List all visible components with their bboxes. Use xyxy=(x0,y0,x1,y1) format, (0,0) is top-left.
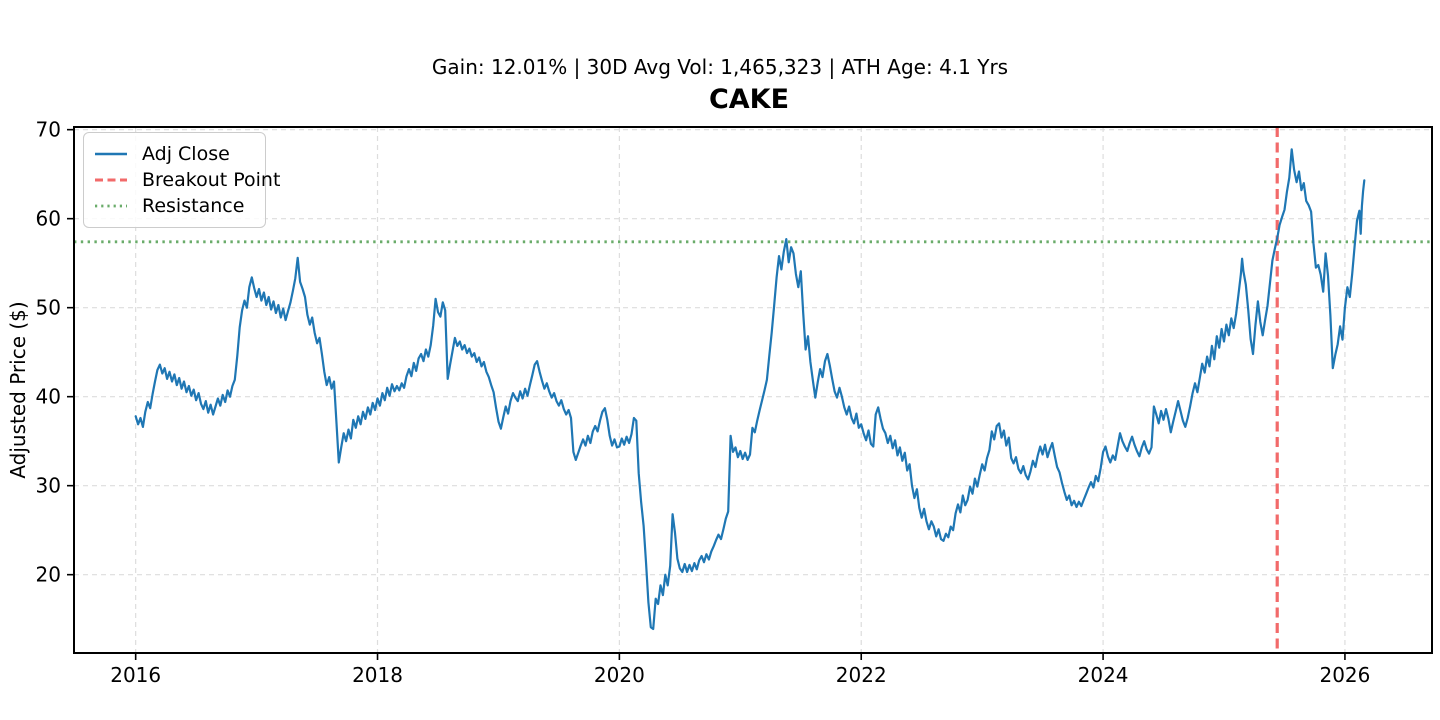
x-tick-label: 2020 xyxy=(594,663,645,687)
chart-subtitle: Gain: 12.01% | 30D Avg Vol: 1,465,323 | … xyxy=(431,55,1009,79)
legend-label-resistance: Resistance xyxy=(142,195,245,217)
x-tick-label: 2022 xyxy=(836,663,887,687)
x-tick-label: 2016 xyxy=(110,663,161,687)
legend-item-breakout: Breakout Point xyxy=(94,167,280,193)
y-tick-label: 50 xyxy=(36,296,61,320)
chart-title: CAKE xyxy=(708,84,790,115)
x-tick-label: 2026 xyxy=(1319,663,1370,687)
y-axis-label: Adjusted Price ($) xyxy=(6,301,30,478)
y-tick-label: 20 xyxy=(36,563,61,587)
adj-close-line-icon xyxy=(95,152,127,156)
y-tick-label: 30 xyxy=(36,474,61,498)
y-tick-label: 40 xyxy=(36,385,61,409)
legend-item-resistance: Resistance xyxy=(94,193,255,219)
axes-frame xyxy=(73,126,1433,654)
resistance-dotted-line-icon xyxy=(95,204,127,208)
y-tick-label: 60 xyxy=(36,207,61,231)
legend-label-breakout: Breakout Point xyxy=(142,169,281,191)
x-tick-label: 2024 xyxy=(1078,663,1129,687)
legend-label-adj-close: Adj Close xyxy=(142,143,230,165)
legend: Adj Close Breakout Point Resistance xyxy=(83,132,280,228)
legend-item-adj-close: Adj Close xyxy=(94,141,255,167)
adj-close-series xyxy=(134,148,1366,631)
y-tick-label: 70 xyxy=(36,118,61,142)
x-tick-label: 2018 xyxy=(352,663,403,687)
breakout-dashed-line-icon xyxy=(95,178,127,182)
